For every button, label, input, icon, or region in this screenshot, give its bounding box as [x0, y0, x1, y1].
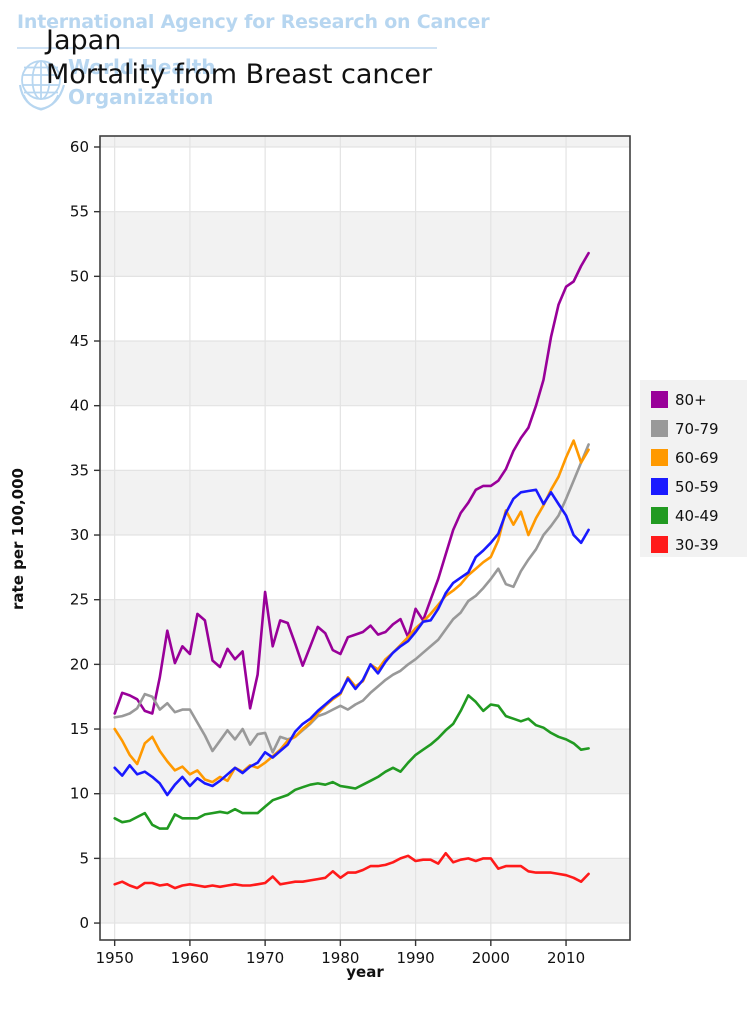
series-line-70-79: [113, 443, 590, 754]
axis-tick-labels: 1950 1960 1970 1980 1990 2000 2010 0 5 10 15 20 25 30…: [70, 138, 585, 967]
legend-item-50-59: 50-59: [651, 472, 747, 501]
who-watermark-line1: World Health: [68, 55, 216, 79]
plot-border: [99, 135, 631, 941]
legend-swatch-30-39: [651, 536, 668, 553]
y-tick-label: 10: [70, 785, 89, 803]
gridlines: [100, 136, 630, 940]
legend-label: 80+: [675, 390, 707, 409]
plot-bands: [100, 136, 630, 924]
legend-label: 30-39: [675, 535, 719, 554]
legend-swatch-50-59: [651, 478, 668, 495]
legend: 80+ 70-79 60-69 50-59 40-49 30-39: [640, 380, 747, 557]
legend-label: 50-59: [675, 477, 719, 496]
x-tick-label: 1950: [96, 949, 134, 967]
y-tick-label: 40: [70, 397, 89, 415]
y-tick-label: 5: [79, 849, 89, 867]
x-tick-label: 1980: [321, 949, 359, 967]
legend-item-80+: 80+: [651, 385, 747, 414]
iarc-underline: [17, 47, 437, 49]
y-tick-label: 45: [70, 332, 89, 350]
legend-swatch-80+: [651, 391, 668, 408]
series-line-30-39: [113, 851, 590, 890]
legend-label: 70-79: [675, 419, 719, 438]
x-tick-label: 1990: [396, 949, 434, 967]
who-watermark-line2: Organization: [68, 85, 214, 109]
y-tick-label: 35: [70, 461, 89, 479]
x-tick-label: 2010: [547, 949, 585, 967]
legend-swatch-70-79: [651, 420, 668, 437]
legend-label: 40-49: [675, 506, 719, 525]
x-axis-title: year: [346, 963, 384, 981]
who-logo-icon: [18, 60, 66, 111]
x-tick-label: 1960: [171, 949, 209, 967]
country-title: Japan: [46, 25, 122, 56]
y-tick-label: 15: [70, 720, 89, 738]
y-tick-label: 55: [70, 203, 89, 221]
series-line-40-49: [113, 694, 590, 830]
y-tick-label: 60: [70, 138, 89, 156]
y-axis-title: rate per 100,000: [9, 468, 27, 610]
y-tick-label: 20: [70, 655, 89, 673]
legend-item-40-49: 40-49: [651, 501, 747, 530]
x-tick-label: 1970: [246, 949, 284, 967]
y-tick-label: 30: [70, 526, 89, 544]
legend-label: 60-69: [675, 448, 719, 467]
y-tick-label: 50: [70, 267, 89, 285]
series-line-50-59: [113, 488, 590, 797]
x-tick-label: 2000: [472, 949, 510, 967]
y-tick-label: 0: [79, 914, 89, 932]
legend-item-60-69: 60-69: [651, 443, 747, 472]
indicator-title: Mortality from Breast cancer: [46, 59, 433, 90]
legend-swatch-40-49: [651, 507, 668, 524]
axis-ticks: [94, 146, 567, 946]
legend-item-30-39: 30-39: [651, 530, 747, 559]
legend-swatch-60-69: [651, 449, 668, 466]
chart-title-block: Japan Mortality from Breast cancer: [46, 24, 432, 92]
series-line-80+: [113, 251, 590, 715]
legend-item-70-79: 70-79: [651, 414, 747, 443]
iarc-watermark-text: International Agency for Research on Can…: [17, 11, 490, 33]
y-tick-label: 25: [70, 591, 89, 609]
